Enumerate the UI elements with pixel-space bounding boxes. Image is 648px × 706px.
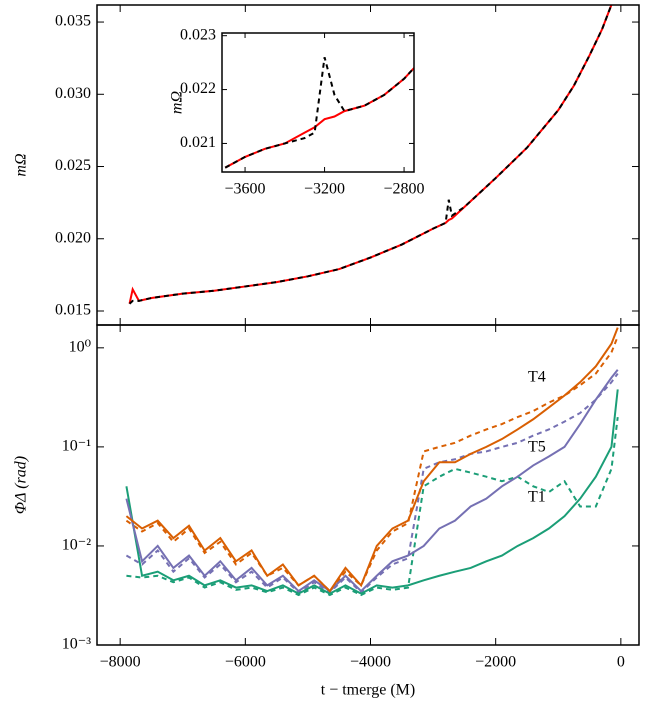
series-line bbox=[126, 416, 619, 597]
x-tick-label: −3600 bbox=[225, 181, 266, 198]
series-label: T5 bbox=[528, 439, 546, 456]
y-tick-label: 10⁻¹ bbox=[62, 438, 91, 455]
series-line bbox=[125, 336, 619, 593]
y-tick-label: 0.021 bbox=[180, 134, 216, 151]
panel: 0.021 0.022 0.023 −3600 −3200 −2800 mΩ bbox=[169, 26, 425, 197]
series-line bbox=[125, 389, 619, 595]
series-line bbox=[125, 327, 619, 593]
x-tick-label: −3200 bbox=[304, 181, 345, 198]
y-tick-label: 0.020 bbox=[55, 229, 91, 246]
frame bbox=[221, 32, 415, 173]
y-tick-label: 10⁻³ bbox=[62, 636, 91, 653]
y-tick-label: 0.030 bbox=[55, 85, 91, 102]
series-label: T1 bbox=[528, 489, 546, 506]
y-tick-label: 0.015 bbox=[55, 302, 91, 319]
series-line bbox=[224, 56, 414, 169]
frame bbox=[96, 324, 640, 646]
series-line bbox=[125, 372, 619, 594]
series-label: T4 bbox=[528, 369, 546, 386]
y-axis-label: mΩ bbox=[169, 91, 186, 114]
panel: 0.015 0.020 0.025 0.030 0.035 mΩ bbox=[13, 4, 640, 326]
x-tick-label: −8000 bbox=[100, 654, 141, 671]
panel: T1 T5 T4 10⁻³ 10⁻² 10⁻¹ 10⁰ −8000 −6000 −4000 −200… bbox=[13, 324, 640, 699]
y-tick-label: 0.035 bbox=[55, 13, 91, 30]
x-tick-label: −2000 bbox=[475, 654, 516, 671]
x-tick-label: 0 bbox=[617, 654, 625, 671]
y-axis-label: ΦΔ (rad) bbox=[13, 456, 30, 514]
x-tick-label: −2800 bbox=[384, 181, 425, 198]
y-tick-label: 10⁰ bbox=[69, 338, 91, 355]
x-axis-label: t − tmerge (M) bbox=[321, 682, 415, 699]
x-tick-label: −4000 bbox=[350, 654, 391, 671]
y-tick-label: 0.022 bbox=[180, 80, 216, 97]
y-axis-label: mΩ bbox=[13, 153, 30, 176]
series-line bbox=[125, 369, 619, 593]
y-tick-label: 0.025 bbox=[55, 157, 91, 174]
x-tick-label: −6000 bbox=[225, 654, 266, 671]
series-line bbox=[128, 5, 613, 305]
y-tick-label: 10⁻² bbox=[62, 537, 91, 554]
y-tick-label: 0.023 bbox=[180, 26, 216, 43]
